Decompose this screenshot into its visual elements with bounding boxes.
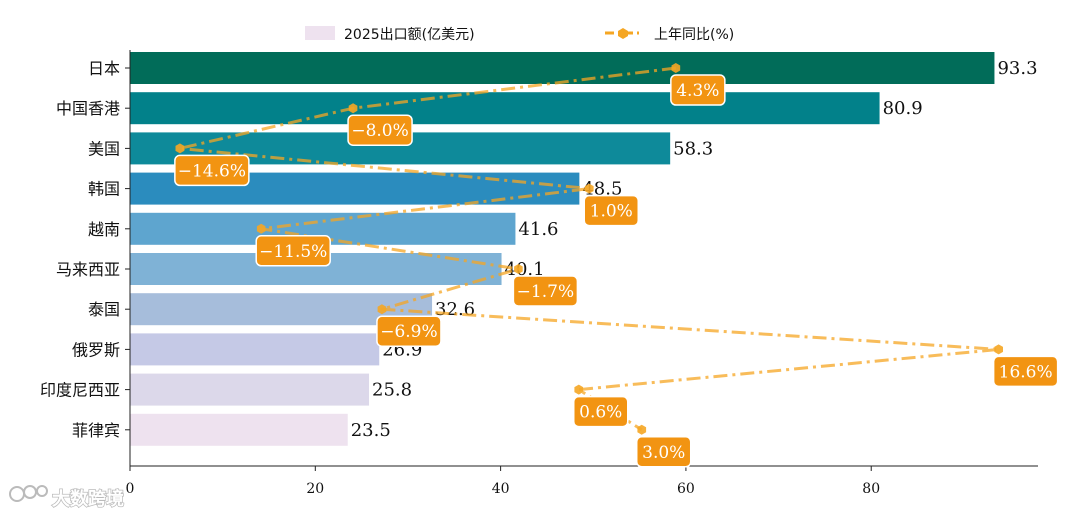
bar-value-label: 23.5	[351, 420, 391, 441]
bar-value-label: 48.5	[582, 179, 622, 200]
bar-value-label: 25.8	[372, 380, 412, 401]
yoy-point-3	[175, 143, 185, 154]
bar-value-label: 40.1	[505, 259, 545, 280]
legend-swatch-export	[305, 26, 335, 40]
category-label: 日本	[88, 59, 120, 78]
bar-group: 93.3 日本 80.9 中国香港 58.3 美国 48.5 韩国 41.6 越南 40.1 马来西亚…	[40, 52, 1038, 446]
legend-label-export: 2025出口额(亿美元)	[344, 27, 475, 43]
axes: 0 20 40 60 80	[125, 50, 1038, 497]
x-tick-label: 80	[862, 481, 880, 497]
bar-value-label: 58.3	[673, 138, 713, 159]
yoy-line-group: 4.3% −8.0% −14.6% 1.0% −11.5% −1.7% −6.9% 16.6%…	[174, 63, 1059, 468]
category-label: 越南	[88, 220, 120, 239]
category-label: 俄罗斯	[72, 340, 120, 359]
category-label: 美国	[88, 139, 120, 158]
yoy-line	[178, 66, 1001, 432]
bar-value-label: 41.6	[518, 219, 558, 240]
category-label: 印度尼西亚	[40, 381, 120, 400]
yoy-point-10	[637, 424, 647, 435]
bar-9	[130, 373, 370, 406]
yoy-point-5	[256, 223, 266, 234]
legend-label-yoy: 上年同比(%)	[654, 27, 734, 43]
bar-2	[130, 92, 880, 125]
yoy-point-4	[584, 183, 594, 194]
yoy-point-7	[377, 304, 387, 315]
x-tick-label: 0	[126, 481, 135, 497]
bar-value-label: 80.9	[883, 98, 923, 119]
yoy-label-box	[992, 355, 1059, 388]
bar-10	[130, 413, 348, 446]
category-label: 菲律宾	[72, 421, 120, 440]
yoy-label-box	[512, 275, 579, 307]
watermark-text: 大数跨境	[52, 488, 124, 510]
yoy-value-label: −14.6%	[178, 161, 246, 181]
yoy-value-label: 0.6%	[579, 403, 622, 423]
yoy-value-label: 1.0%	[590, 202, 633, 222]
yoy-point-8	[994, 344, 1003, 355]
bar-1	[130, 52, 995, 84]
x-tick-label: 20	[306, 481, 324, 497]
yoy-point-6	[514, 264, 523, 274]
yoy-value-label: −8.0%	[351, 121, 408, 141]
yoy-label-box	[347, 114, 413, 146]
yoy-value-label: 3.0%	[642, 443, 685, 463]
x-tick-label: 40	[492, 481, 510, 497]
yoy-value-label: −6.9%	[380, 322, 437, 342]
yoy-value-label: 16.6%	[999, 362, 1053, 382]
yoy-point-1	[671, 63, 681, 73]
yoy-label-box	[376, 315, 442, 347]
watermark-logo-icon	[9, 485, 48, 502]
category-label: 马来西亚	[56, 260, 120, 279]
yoy-label-box	[670, 74, 726, 106]
yoy-label-box	[255, 235, 331, 267]
category-label: 韩国	[88, 180, 120, 199]
bar-8	[130, 333, 380, 366]
yoy-value-label: 4.3%	[676, 81, 719, 101]
watermark: 大数跨境	[9, 485, 125, 511]
legend: 2025出口额(亿美元) 上年同比(%)	[305, 26, 734, 43]
category-label: 中国香港	[56, 99, 120, 118]
yoy-label-box	[635, 436, 692, 468]
yoy-value-label: −11.5%	[259, 242, 327, 262]
legend-marker-yoy	[618, 28, 628, 39]
bar-value-label: 93.3	[997, 58, 1037, 79]
bar-value-label: 32.6	[435, 299, 475, 320]
yoy-value-label: −1.7%	[517, 282, 574, 302]
yoy-point-9	[574, 384, 584, 395]
yoy-label-box	[174, 154, 250, 187]
yoy-label-box	[583, 194, 639, 227]
category-label: 泰国	[88, 300, 120, 319]
yoy-point-2	[348, 103, 358, 114]
x-tick-label: 60	[677, 481, 695, 497]
yoy-label-box	[573, 395, 629, 428]
